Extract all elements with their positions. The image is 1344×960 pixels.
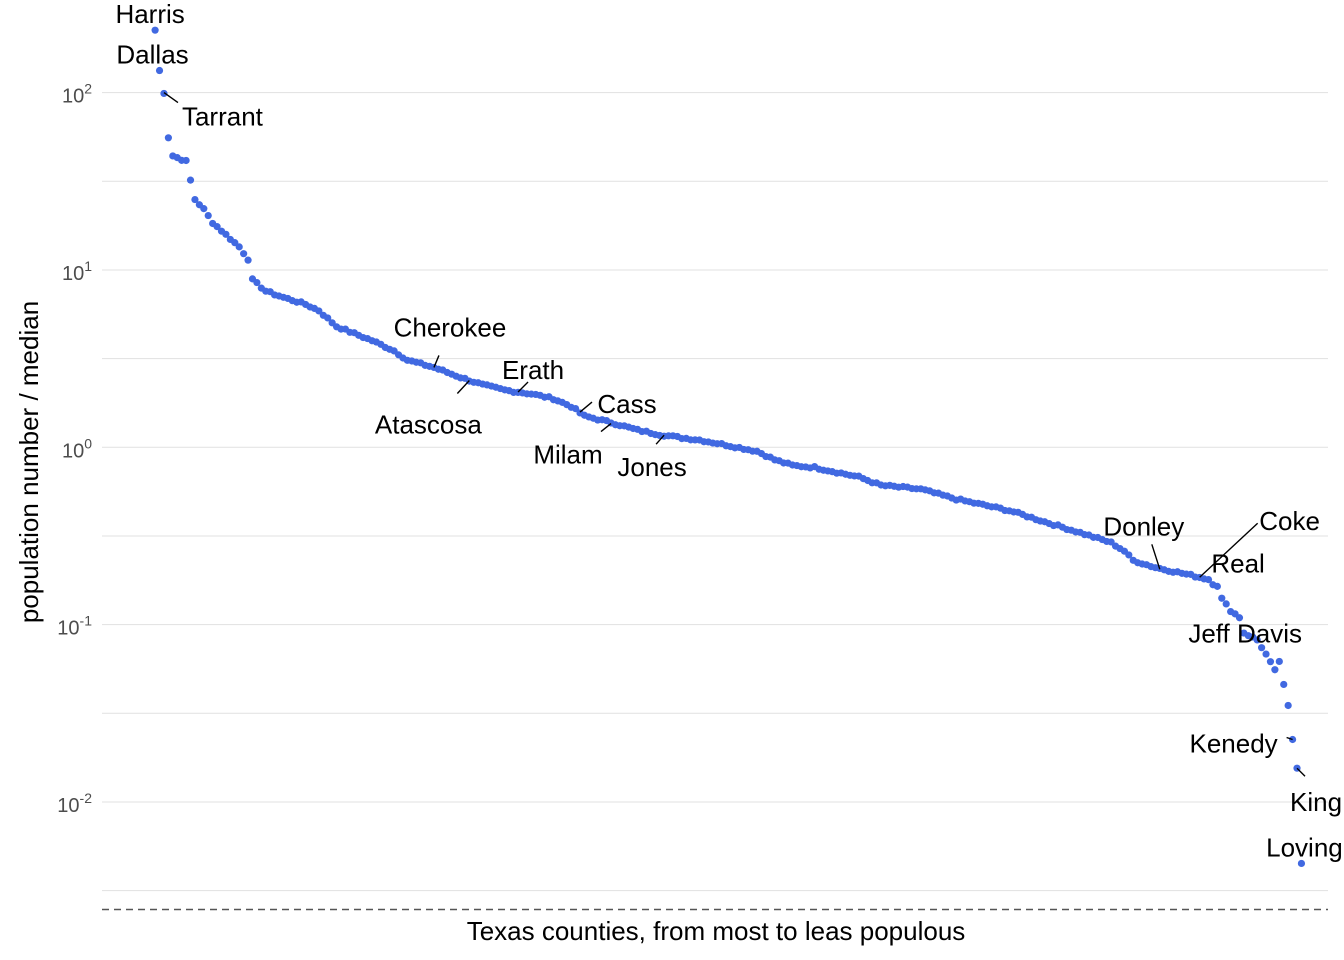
leader-line: [163, 92, 179, 104]
county-point: [1262, 650, 1270, 658]
leader-line: [433, 355, 440, 368]
county-labels: Harris Dallas Tarrant Cherokee Atascosa Erath…: [115, 0, 1342, 862]
county-label: Tarrant: [182, 102, 264, 132]
county-point: [253, 278, 261, 287]
county-point: [1288, 735, 1297, 744]
y-tick-label: 10-1: [57, 613, 92, 640]
county-label: Dallas: [116, 40, 188, 70]
county-label: Atascosa: [375, 410, 482, 440]
county-point: [1204, 575, 1213, 584]
y-tick-label: 102: [62, 81, 92, 108]
county-point: [213, 223, 221, 231]
y-axis-title: population number / median: [14, 301, 44, 623]
leader-line: [655, 434, 665, 445]
county-point: [1297, 859, 1306, 868]
county-point: [204, 211, 212, 220]
county-point: [1284, 701, 1292, 710]
county-label: King: [1290, 787, 1342, 817]
y-tick-label: 101: [62, 258, 92, 285]
county-point: [240, 250, 248, 258]
leader-line: [517, 381, 529, 393]
county-label: Kenedy: [1189, 729, 1277, 759]
county-label: Erath: [502, 355, 564, 385]
leader-line: [1296, 767, 1306, 777]
label-leader-lines: [163, 92, 1306, 777]
county-point: [571, 404, 580, 413]
county-label: Real: [1211, 549, 1264, 579]
county-point: [200, 205, 208, 213]
county-label: Harris: [115, 0, 184, 29]
county-point: [155, 66, 164, 75]
leader-line: [1199, 522, 1259, 578]
county-label: Jeff Davis: [1188, 619, 1302, 649]
county-point: [235, 243, 243, 251]
county-label: Cherokee: [394, 312, 507, 342]
leader-line: [456, 380, 470, 394]
y-axis-tick-labels: 102 101 100 10-1 10-2: [57, 81, 92, 817]
y-tick-label: 10-2: [57, 790, 92, 817]
leader-line: [1286, 736, 1293, 741]
county-point: [186, 176, 195, 184]
county-point: [164, 134, 172, 142]
county-point: [1253, 636, 1261, 644]
county-point: [1235, 614, 1244, 622]
leader-line: [600, 423, 612, 433]
county-label: Jones: [617, 452, 686, 482]
x-axis-title: Texas counties, from most to leas populo…: [467, 916, 966, 946]
county-point: [315, 307, 323, 315]
county-point: [222, 230, 230, 238]
y-tick-label: 100: [62, 435, 92, 462]
county-label: Cass: [597, 389, 656, 419]
county-point: [191, 195, 199, 204]
county-point: [1275, 657, 1283, 666]
county-point: [1280, 680, 1288, 689]
county-point: [1266, 658, 1275, 666]
county-point: [1258, 644, 1266, 652]
county-point: [182, 156, 190, 165]
county-label: Donley: [1103, 511, 1184, 541]
county-label: Coke: [1259, 506, 1320, 536]
county-point: [1271, 666, 1279, 674]
county-label: Milam: [533, 440, 602, 470]
county-point: [1213, 582, 1221, 590]
county-point: [1222, 600, 1230, 608]
county-point: [244, 256, 252, 264]
leader-line: [579, 401, 593, 413]
county-label: Loving: [1266, 832, 1343, 862]
county-point: [324, 314, 332, 322]
county-point: [1218, 594, 1226, 602]
county-point: [1125, 551, 1133, 559]
county-point: [151, 26, 159, 34]
gridlines: [102, 92, 1328, 892]
leader-line: [1151, 544, 1161, 570]
